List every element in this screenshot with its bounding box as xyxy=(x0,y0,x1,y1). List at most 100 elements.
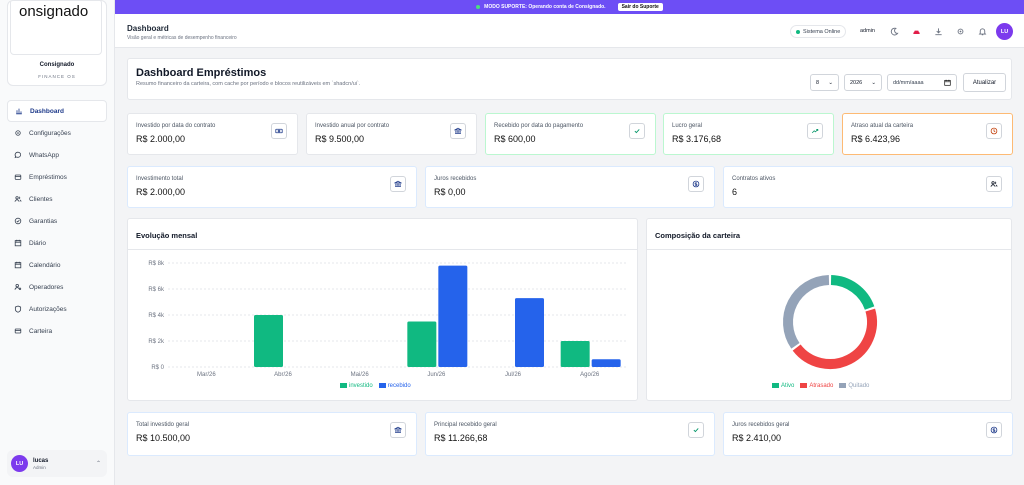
kpi-card: Principal recebido geral R$ 11.266,68 xyxy=(425,412,715,456)
car-icon[interactable] xyxy=(912,27,921,36)
sidebar-item-dashboard[interactable]: Dashboard xyxy=(7,100,107,122)
gear-icon xyxy=(15,130,21,136)
page-subtitle: Visão geral e métricas de desempenho fin… xyxy=(127,35,237,41)
kpi-card: Recebido por data do pagamento R$ 600,00 xyxy=(485,113,656,155)
kpi-icon-box xyxy=(271,123,287,139)
sidebar-item-label: Empréstimos xyxy=(29,173,67,181)
kpi-label: Investimento total xyxy=(136,176,184,182)
kpi-label: Juros recebidos geral xyxy=(732,422,790,428)
kpi-label: Contratos ativos xyxy=(732,176,776,182)
calendar-icon xyxy=(14,261,22,269)
bar-recebido[interactable] xyxy=(438,265,468,367)
kpi-icon-box xyxy=(450,123,466,139)
sidebar-nav: Dashboard Configurações WhatsApp Empréstimo… xyxy=(7,100,107,342)
legend-ativo: Ativo xyxy=(772,383,794,389)
coin-icon xyxy=(990,426,998,434)
y-tick-label: R$ 4k xyxy=(148,313,165,319)
donut-legend: Ativo Atrasado Quitado xyxy=(772,383,869,389)
y-tick-label: R$ 0 xyxy=(151,365,164,371)
sidebar-item-whatsapp[interactable]: WhatsApp xyxy=(7,144,107,166)
online-dot xyxy=(796,29,800,34)
divider xyxy=(647,249,1011,250)
sidebar-item-calendario[interactable]: Calendário xyxy=(7,254,107,276)
x-tick-label: Abr/26 xyxy=(274,372,292,378)
sidebar-item-configuracoes[interactable]: Configurações xyxy=(7,122,107,144)
bar-recebido[interactable] xyxy=(515,298,544,367)
refresh-button[interactable]: Atualizar xyxy=(963,73,1006,92)
sidebar-item-emprestimos[interactable]: Empréstimos xyxy=(7,166,107,188)
bar-investido[interactable] xyxy=(407,321,437,368)
portfolio-chart-card: Composição da carteira Ativo Atrasado Qu… xyxy=(646,218,1012,401)
y-tick-label: R$ 6k xyxy=(148,287,165,293)
bar-investido[interactable] xyxy=(254,315,283,367)
date-input[interactable]: dd/mm/aaaa xyxy=(887,74,957,91)
x-tick-label: Ago/26 xyxy=(580,372,600,378)
kpi-value: R$ 0,00 xyxy=(434,187,466,197)
legend-recebido: recebido xyxy=(378,383,411,389)
kpi-value: 6 xyxy=(732,187,738,197)
header-avatar[interactable]: LU xyxy=(996,23,1013,40)
user-role: Admin xyxy=(33,464,46,470)
sidebar-item-garantias[interactable]: Garantias xyxy=(7,210,107,232)
kpi-label: Lucro geral xyxy=(672,123,703,129)
support-banner: MODO SUPORTE: Operando conta de Consigna… xyxy=(115,0,1024,14)
slice-ativo[interactable] xyxy=(830,275,875,310)
kpi-label: Investido por data do contrato xyxy=(136,123,216,129)
kpi-value: R$ 2.000,00 xyxy=(136,134,186,144)
kpi-card: Contratos ativos 6 xyxy=(723,166,1013,208)
sidebar-item-label: Garantias xyxy=(29,217,58,225)
kpi-icon-box xyxy=(688,176,704,192)
kpi-label: Juros recebidos xyxy=(434,176,477,182)
slice-atrasado[interactable] xyxy=(792,308,877,369)
kpi-icon-box xyxy=(688,422,704,438)
kpi-value: R$ 9.500,00 xyxy=(315,134,365,144)
kpi-value: R$ 11.266,68 xyxy=(434,433,488,443)
kpi-card: Investido anual por contrato R$ 9.500,00 xyxy=(306,113,477,155)
sidebar-item-label: Carteira xyxy=(29,327,53,335)
gear-icon[interactable] xyxy=(956,27,965,36)
x-tick-label: Mai/26 xyxy=(351,372,370,378)
x-tick-label: Mar/26 xyxy=(197,372,216,378)
sidebar-item-operadores[interactable]: Operadores xyxy=(7,276,107,298)
slice-quitado[interactable] xyxy=(783,275,830,349)
kpi-value: R$ 2.000,00 xyxy=(136,187,186,197)
user-menu[interactable]: LU lucas Admin ⌃ xyxy=(7,450,107,477)
sidebar-item-autorizacoes[interactable]: Autorizações xyxy=(7,298,107,320)
shield-icon xyxy=(14,305,22,313)
bell-icon[interactable] xyxy=(978,27,987,36)
sidebar-item-clientes[interactable]: Clientes xyxy=(7,188,107,210)
sidebar: onsignado Consignado FINANCE OS Dashboar… xyxy=(0,0,115,485)
kpi-label: Principal recebido geral xyxy=(434,422,497,428)
kpi-label: Investido anual por contrato xyxy=(315,123,390,129)
year-select[interactable]: 2026 ⌄ xyxy=(844,74,882,91)
x-tick-label: Jul/26 xyxy=(505,372,522,378)
dashboard-title-card: Dashboard Empréstimos Resumo financeiro … xyxy=(127,58,1012,100)
kpi-icon-box xyxy=(986,123,1002,139)
kpi-card: Investido por data do contrato R$ 2.000,0… xyxy=(127,113,298,155)
bar-chart: R$ 0 R$ 2k R$ 4k R$ 6k R$ 8k Mar/26 Abr/26 Mai/… xyxy=(148,261,628,378)
check-icon xyxy=(634,129,640,134)
kpi-icon-box xyxy=(390,176,406,192)
header-user[interactable]: admin xyxy=(860,28,875,34)
exit-support-button[interactable]: Sair do Suporte xyxy=(617,3,663,11)
chat-icon xyxy=(14,151,22,159)
monthly-chart-card: Evolução mensal R$ 0 R$ 2k R$ 4k R$ 6k R$ 8k… xyxy=(127,218,638,401)
kpi-icon-box xyxy=(986,176,1002,192)
user-name: lucas xyxy=(33,457,49,464)
download-icon[interactable] xyxy=(934,27,943,36)
bar-recebido[interactable] xyxy=(591,359,621,367)
month-select[interactable]: 8 ⌄ xyxy=(810,74,839,91)
sidebar-item-diario[interactable]: Diário xyxy=(7,232,107,254)
sidebar-item-label: Autorizações xyxy=(29,305,67,313)
x-tick-label: Jun/26 xyxy=(427,372,446,378)
trend-up-icon xyxy=(811,129,819,134)
legend-investido: investido xyxy=(340,383,373,389)
kpi-icon-box xyxy=(390,422,406,438)
kpi-card: Total investido geral R$ 10.500,00 xyxy=(127,412,417,456)
sidebar-item-label: Clientes xyxy=(29,195,53,203)
moon-icon[interactable] xyxy=(890,27,899,36)
user-gear-icon xyxy=(14,283,22,291)
bar-investido[interactable] xyxy=(560,341,590,367)
sidebar-item-carteira[interactable]: Carteira xyxy=(7,320,107,342)
y-tick-label: R$ 8k xyxy=(148,261,165,267)
